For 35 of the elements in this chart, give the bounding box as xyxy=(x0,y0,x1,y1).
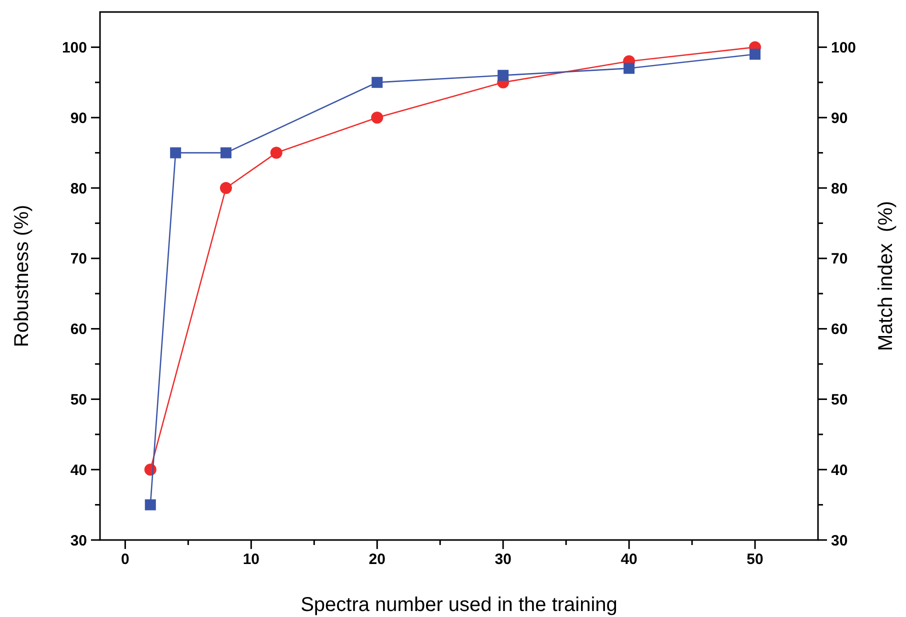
x-tick-label: 40 xyxy=(620,551,638,568)
point xyxy=(144,499,156,510)
y2-tick-label: 60 xyxy=(831,321,848,338)
point xyxy=(270,146,282,159)
point xyxy=(371,112,384,124)
point xyxy=(624,62,635,74)
y2-tick-label: 70 xyxy=(831,250,848,268)
point xyxy=(750,48,761,60)
y2-tick-label: 90 xyxy=(831,110,848,127)
point xyxy=(220,182,232,194)
x-tick-label: 0 xyxy=(121,551,130,568)
x-tick-label: 30 xyxy=(494,551,512,568)
point xyxy=(170,147,182,158)
y-tick-label: 40 xyxy=(70,462,87,479)
y-tick-label: 100 xyxy=(62,39,87,56)
y-tick-label: 80 xyxy=(70,180,87,198)
y2-tick-label: 80 xyxy=(831,180,848,198)
y-tick-label: 30 xyxy=(70,532,87,550)
y-tick-label: 90 xyxy=(70,110,87,127)
y2-axis-title: Match index (%) xyxy=(875,200,897,352)
point xyxy=(372,76,383,88)
x-tick-label: 20 xyxy=(368,551,386,568)
y-tick-label: 60 xyxy=(70,321,87,338)
y2-tick-label: 50 xyxy=(831,391,848,408)
y-axis-title: Robustness (%) xyxy=(11,204,33,348)
x-tick-label: 50 xyxy=(746,551,764,568)
x-axis-title: Spectra number used in the training xyxy=(300,594,618,616)
y-tick-label: 70 xyxy=(70,250,87,268)
y2-tick-label: 30 xyxy=(831,532,848,550)
y-tick-label: 50 xyxy=(70,391,87,408)
x-tick-label: 10 xyxy=(242,551,260,568)
y2-tick-label: 100 xyxy=(831,39,856,56)
point xyxy=(220,147,232,158)
point xyxy=(498,70,509,81)
y2-tick-label: 40 xyxy=(831,462,848,479)
